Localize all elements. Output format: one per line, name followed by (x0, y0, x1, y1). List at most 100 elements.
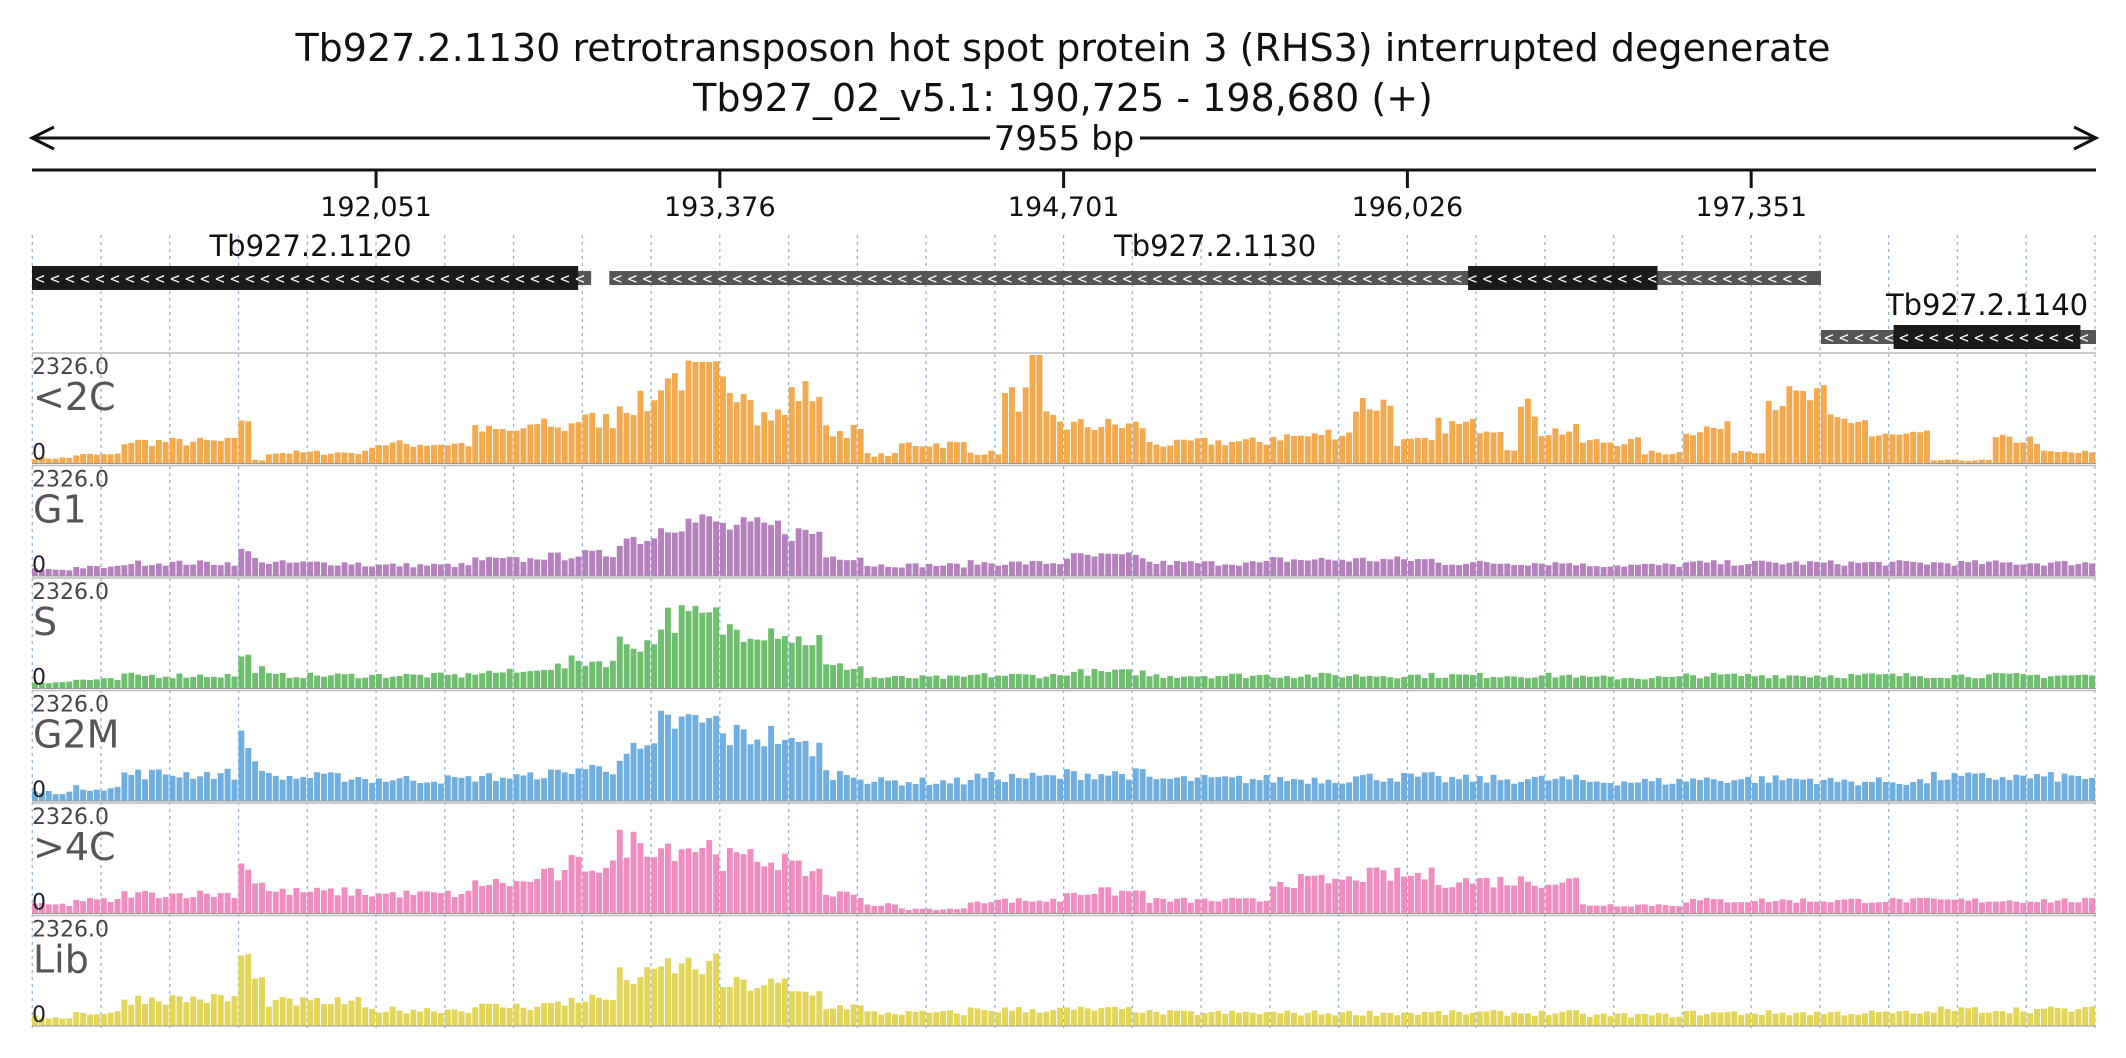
coverage-bar (1132, 554, 1139, 576)
coverage-bar (554, 1001, 561, 1026)
coverage-bar (1160, 560, 1167, 576)
coverage-bar (162, 565, 169, 576)
coverage-bar (1015, 898, 1022, 914)
coverage-bar (1724, 902, 1731, 914)
coverage-bar (486, 557, 492, 576)
coverage-bar (128, 564, 135, 576)
coverage-bar (252, 883, 259, 914)
coverage-bar (1167, 901, 1174, 914)
coverage-bar (1084, 554, 1091, 576)
coverage-bar (334, 452, 341, 464)
coverage-bar (1022, 900, 1029, 914)
coverage-bar (238, 955, 245, 1026)
coverage-bar (1545, 672, 1552, 689)
coverage-bar (1043, 564, 1050, 576)
coverage-bar (568, 655, 575, 689)
strand-chevron-icon: < (1662, 269, 1672, 288)
coverage-bar (1242, 678, 1249, 689)
coverage-bar (1944, 899, 1951, 914)
coverage-bar (465, 446, 472, 464)
coverage-bar (431, 892, 437, 914)
coverage-bar (458, 1011, 465, 1026)
coverage-bar (1497, 876, 1504, 914)
coverage-bar (940, 780, 947, 801)
coverage-bar (726, 848, 733, 914)
coverage-bar (1277, 440, 1284, 464)
coverage-bar (1208, 1012, 1215, 1026)
coverage-bar (1745, 451, 1752, 464)
coverage-bar (1346, 675, 1352, 689)
coverage-bar (1518, 677, 1524, 689)
strand-chevron-icon: < (1602, 269, 1612, 288)
coverage-bar (1208, 900, 1215, 914)
coverage-bar (919, 675, 926, 689)
coverage-bar (995, 565, 1002, 576)
coverage-bar (2040, 565, 2047, 576)
track-name: Lib (33, 938, 89, 982)
coverage-bar (1352, 558, 1359, 576)
coverage-bar (1463, 674, 1469, 689)
coverage-bar (919, 1010, 926, 1026)
coverage-bar (265, 772, 272, 801)
coverage-bar (1580, 563, 1586, 576)
coverage-bar (59, 457, 66, 464)
coverage-bar (1511, 450, 1518, 464)
coverage-bar (286, 894, 293, 914)
gene-tb927-2-1130: < < < < < < < < < < < < < < < < < < < < < < < < < < < < < < < < < < < < < < < <… (609, 229, 1821, 290)
coverage-bar (1992, 1011, 1999, 1026)
coverage-bar (1951, 1010, 1958, 1026)
coverage-bar (1119, 428, 1125, 464)
coverage-bar (947, 563, 953, 576)
strand-chevron-icon: < (1287, 269, 1297, 288)
coverage-bar (1057, 675, 1064, 689)
coverage-bar (80, 901, 87, 914)
coverage-bar (1002, 564, 1008, 576)
strand-chevron-icon: < (1929, 328, 1939, 347)
coverage-bar (1621, 781, 1628, 801)
coverage-bar (1222, 776, 1229, 801)
coverage-bar (1930, 677, 1937, 689)
coverage-bar (492, 1003, 499, 1026)
coverage-bar (1820, 901, 1827, 914)
coverage-bar (1772, 410, 1779, 464)
coverage-bar (1291, 1012, 1297, 1026)
coverage-bar (114, 899, 121, 914)
coverage-bar (100, 567, 107, 576)
coverage-bar (1242, 783, 1249, 801)
coverage-bar (431, 1011, 437, 1026)
coverage-bar (1545, 565, 1552, 576)
coverage-bar (2040, 899, 2047, 914)
coverage-bar (1256, 1014, 1263, 1026)
coverage-bar (1765, 902, 1772, 914)
coverage-bar (506, 1007, 513, 1026)
coverage-bar (1297, 874, 1304, 914)
coverage-bar (217, 677, 224, 689)
coverage-bar (252, 557, 259, 576)
coverage-bar (1318, 783, 1325, 801)
coverage-bar (1428, 672, 1435, 689)
coverage-bar (403, 890, 410, 914)
coverage-bar (616, 636, 623, 689)
length-label: 7955 bp (994, 119, 1135, 159)
coverage-bar (410, 674, 417, 689)
coverage-bar (382, 677, 389, 689)
coverage-bar (376, 893, 382, 914)
coverage-bar (1229, 1010, 1236, 1026)
coverage-bar (1614, 565, 1621, 576)
coverage-bar (451, 1009, 458, 1026)
coverage-bar (1277, 882, 1284, 914)
coverage-bar (1924, 1011, 1930, 1026)
coverage-bar (1222, 898, 1229, 914)
coverage-bar (1215, 565, 1222, 576)
coverage-bar (1518, 876, 1524, 914)
coverage-bar (1745, 902, 1752, 914)
coverage-bar (1772, 562, 1779, 576)
coverage-bar (100, 1013, 107, 1026)
strand-chevron-icon: < (1497, 269, 1507, 288)
strand-chevron-icon: < (2049, 328, 2059, 347)
coverage-bar (1015, 674, 1022, 689)
coverage-bar (1999, 777, 2006, 801)
coverage-bar (52, 1017, 59, 1026)
coverage-bar (1593, 676, 1600, 689)
coverage-bar (933, 1012, 940, 1026)
